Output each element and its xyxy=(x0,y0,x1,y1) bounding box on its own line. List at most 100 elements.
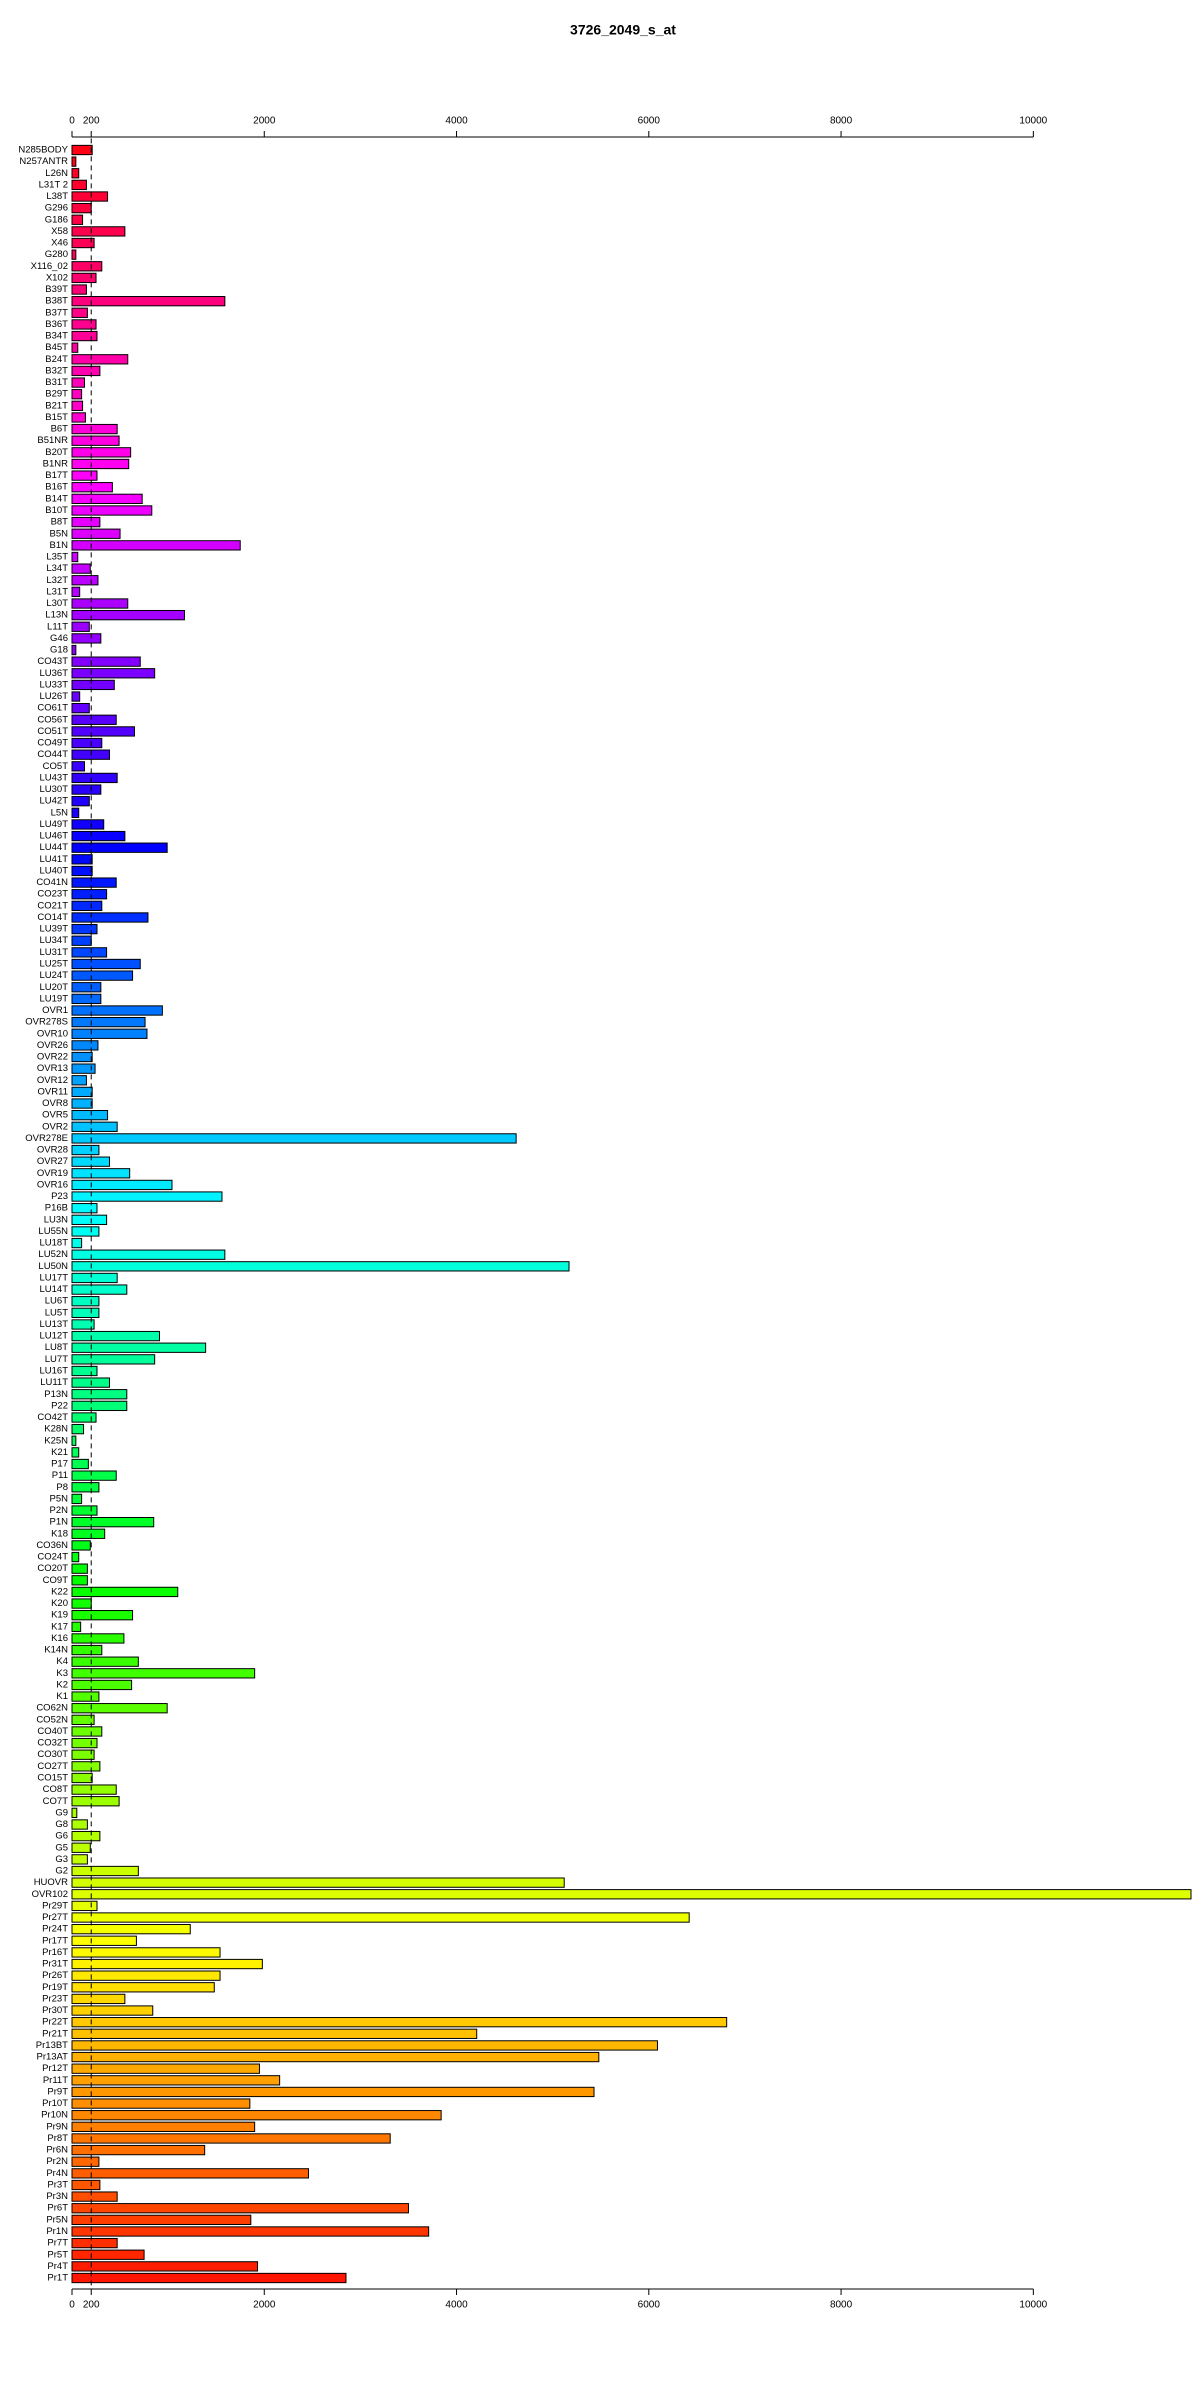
bar xyxy=(71,819,105,830)
bar xyxy=(71,1272,118,1284)
category-label: CO44T xyxy=(37,749,68,760)
bar xyxy=(71,1656,139,1667)
category-label: CO30T xyxy=(37,1749,68,1760)
bar xyxy=(71,1226,100,1237)
category-label: G6 xyxy=(55,1831,68,1842)
category-label: LU11T xyxy=(40,1377,68,1388)
x-tick-label: 2000 xyxy=(253,116,276,127)
bar xyxy=(71,1517,155,1528)
bar xyxy=(71,1144,100,1156)
category-label: Pr7T xyxy=(47,2238,68,2249)
bar xyxy=(71,2086,595,2098)
bar xyxy=(71,1493,83,1505)
x-tick-label: 0 xyxy=(69,2300,75,2311)
bar xyxy=(71,1528,106,1539)
category-label: OVR278E xyxy=(25,1133,68,1144)
bar xyxy=(71,865,93,877)
category-label: P8 xyxy=(56,1482,68,1493)
category-label: OVR27 xyxy=(37,1156,68,1167)
category-label: K22 xyxy=(51,1586,68,1597)
bar xyxy=(71,598,129,609)
category-label: Pr19T xyxy=(42,1982,68,1993)
category-label: LU30T xyxy=(39,784,68,795)
category-label: K14N xyxy=(44,1645,68,1656)
category-label: LU12T xyxy=(39,1331,68,1342)
bar xyxy=(71,365,101,377)
category-label: LU19T xyxy=(39,993,68,1004)
category-label: LU31T xyxy=(39,947,68,958)
category-label: OVR12 xyxy=(37,1075,68,1086)
bar xyxy=(71,1621,82,1632)
bar xyxy=(71,551,79,563)
category-label: B1N xyxy=(50,540,69,551)
category-label: HUOVR xyxy=(34,1877,68,1888)
category-label: LU5T xyxy=(45,1307,68,1318)
category-label: Pr13BT xyxy=(36,2040,68,2051)
category-label: LU43T xyxy=(39,772,68,783)
x-tick-label: 2000 xyxy=(253,2300,276,2311)
category-label: N257ANTR xyxy=(19,156,68,167)
category-label: B51NR xyxy=(37,435,68,446)
category-label: G186 xyxy=(45,214,68,225)
bar xyxy=(71,1423,85,1435)
bar xyxy=(71,1330,160,1342)
bar xyxy=(71,540,241,551)
category-label: LU42T xyxy=(39,796,68,807)
bar xyxy=(71,272,97,284)
category-label: L26N xyxy=(45,168,68,179)
category-label: L31T xyxy=(46,586,68,597)
category-label: Pr12T xyxy=(42,2063,68,2074)
chart-title: 3726_2049_s_at xyxy=(570,22,676,38)
category-label: L35T xyxy=(46,552,68,563)
category-label: CO49T xyxy=(37,738,68,749)
bar xyxy=(71,1133,517,1144)
category-label: P1N xyxy=(50,1517,69,1528)
bar xyxy=(71,2203,409,2214)
category-label: B20T xyxy=(45,447,68,458)
category-label: X58 xyxy=(51,226,68,237)
bar xyxy=(71,947,108,958)
bar xyxy=(71,1703,168,1714)
bar xyxy=(71,330,98,342)
category-label: Pr9N xyxy=(46,2121,68,2132)
bar xyxy=(71,1203,98,1214)
bar xyxy=(71,1772,93,1784)
category-label: CO8T xyxy=(43,1784,69,1795)
category-label: B29T xyxy=(45,389,68,400)
category-label: P22 xyxy=(51,1400,68,1411)
x-tick-label: 4000 xyxy=(445,2300,468,2311)
category-label: B37T xyxy=(45,307,68,318)
bar xyxy=(71,1051,93,1063)
bar xyxy=(71,993,102,1005)
bar xyxy=(71,1726,103,1737)
bar xyxy=(71,1063,96,1074)
bar xyxy=(71,2168,309,2179)
bar xyxy=(71,761,85,772)
category-label: LU16T xyxy=(39,1365,68,1376)
category-label: CO62N xyxy=(36,1703,68,1714)
bar xyxy=(71,1086,93,1098)
bar xyxy=(71,807,80,818)
category-label: CO7T xyxy=(43,1796,69,1807)
bar xyxy=(71,1040,99,1051)
category-label: Pr9T xyxy=(47,2086,68,2097)
bar xyxy=(71,435,120,446)
category-label: Pr5N xyxy=(46,2214,68,2225)
bar xyxy=(71,1261,570,1272)
x-tick-label: 200 xyxy=(83,2300,100,2311)
category-label: LU49T xyxy=(39,819,68,830)
bar xyxy=(71,1563,88,1574)
category-label: Pr27T xyxy=(42,1912,68,1923)
bar xyxy=(71,447,132,458)
category-label: CO9T xyxy=(43,1575,69,1586)
bar xyxy=(71,2156,100,2167)
bar xyxy=(71,2249,145,2260)
bar xyxy=(71,923,98,935)
category-label: B31T xyxy=(45,377,68,388)
category-label: L38T xyxy=(46,191,68,202)
bar xyxy=(71,2098,251,2109)
bar xyxy=(71,644,77,656)
category-label: OVR10 xyxy=(37,1028,68,1039)
category-label: G46 xyxy=(50,633,68,644)
